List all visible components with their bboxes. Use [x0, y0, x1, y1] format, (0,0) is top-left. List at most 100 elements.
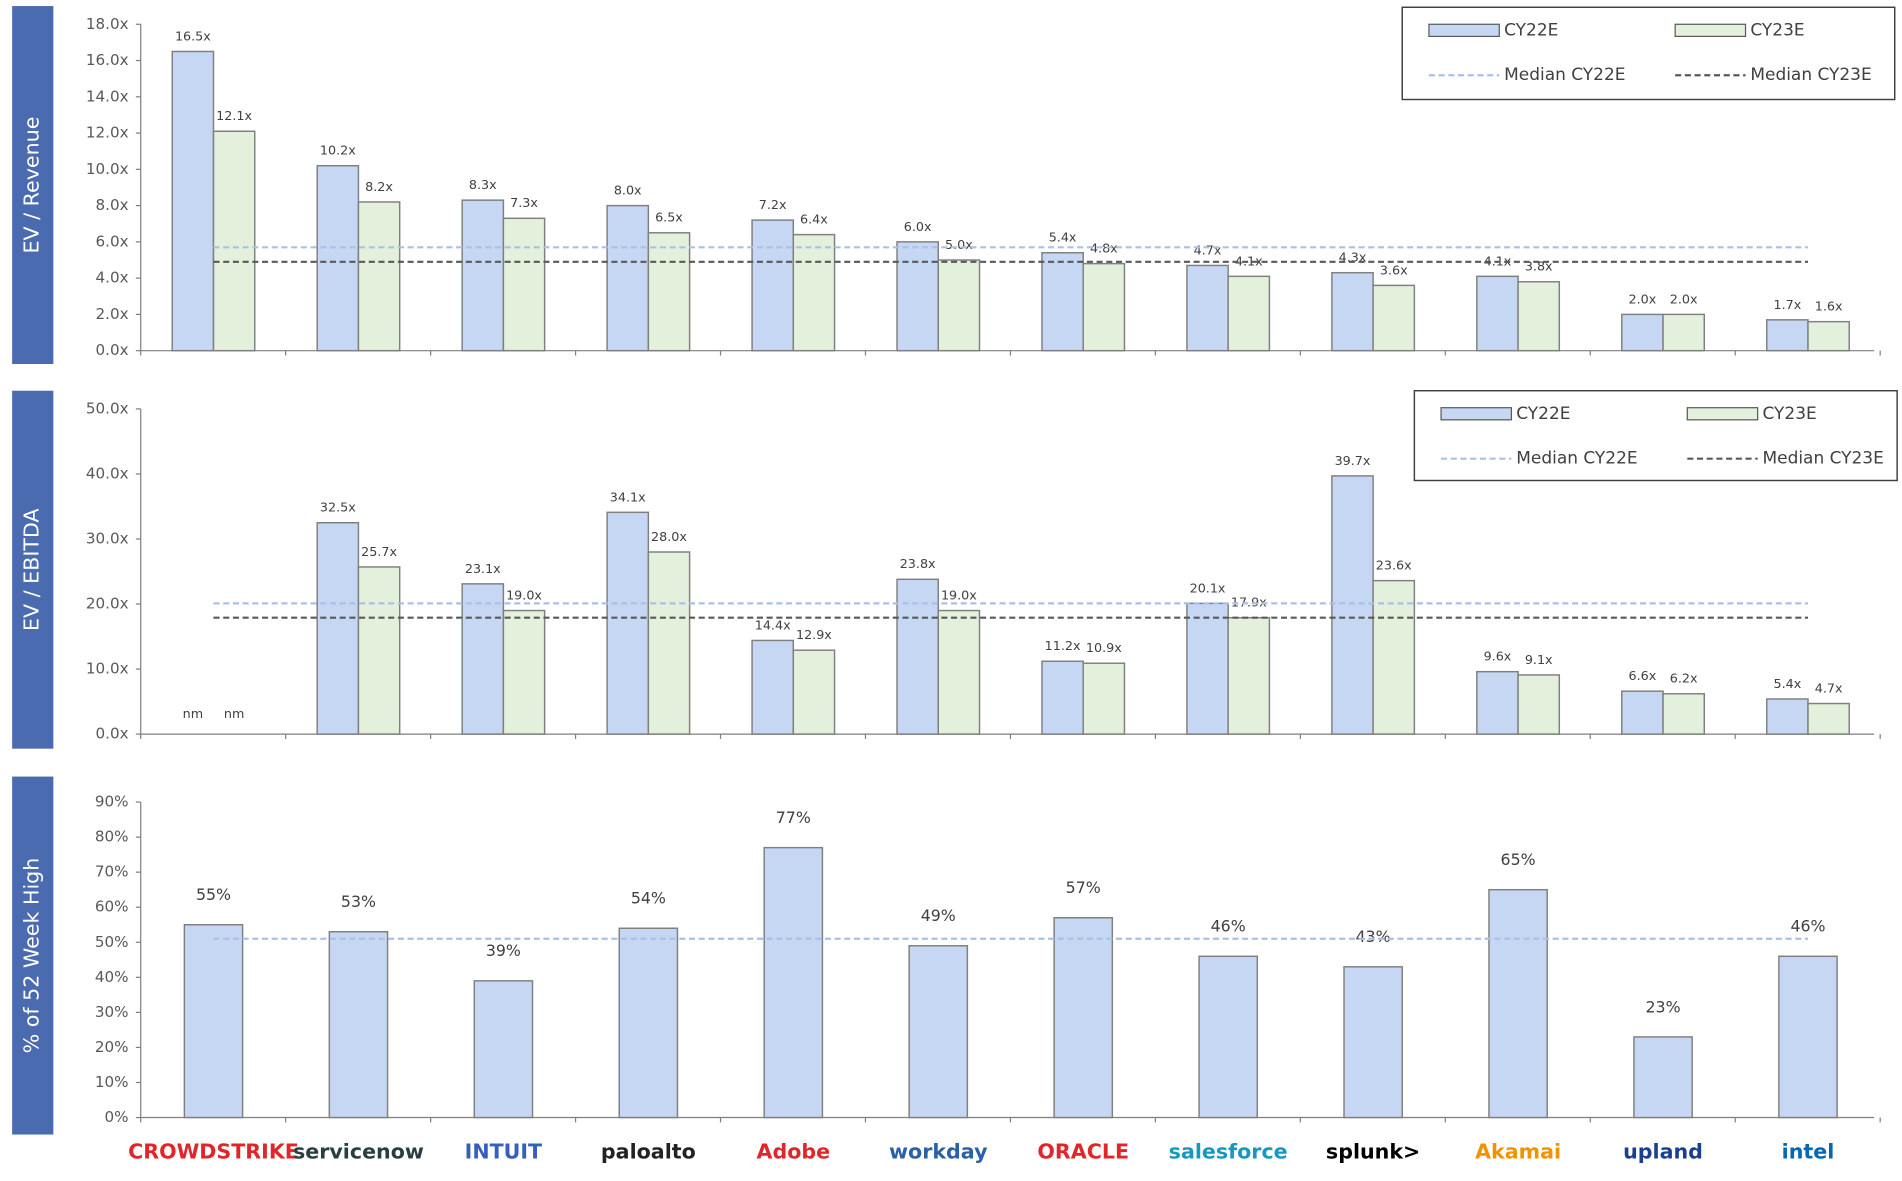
value-label: 57%: [1066, 878, 1101, 897]
legend-swatch: [1686, 407, 1759, 421]
bar: [1476, 670, 1519, 735]
y-tick-label: 10%: [95, 1073, 129, 1091]
value-label: 55%: [196, 885, 231, 904]
y-tick-label: 4.0x: [96, 269, 129, 287]
bar: [183, 924, 244, 1119]
value-label: 7.2x: [759, 198, 787, 213]
value-label: 11.2x: [1045, 639, 1081, 654]
bar: [1343, 966, 1403, 1119]
y-tick-label: 0%: [105, 1108, 129, 1126]
side-panel: [12, 390, 54, 749]
bar: [896, 578, 939, 735]
value-label: 39%: [486, 941, 521, 960]
company-logo: workday: [889, 1140, 988, 1164]
y-tick-label: 30.0x: [86, 529, 129, 547]
bar: [1662, 313, 1706, 352]
value-label: 6.5x: [655, 211, 683, 226]
value-label: 34.1x: [610, 490, 646, 505]
bar: [937, 259, 981, 352]
value-label: 4.8x: [1090, 242, 1118, 257]
y-tick-label: 40%: [95, 968, 129, 986]
legend-swatch: [1440, 407, 1513, 421]
bar: [328, 931, 389, 1119]
value-label: 7.3x: [510, 196, 538, 211]
bar: [763, 846, 824, 1119]
company-logo: Adobe: [757, 1140, 831, 1164]
bar: [606, 511, 650, 735]
value-label: 9.6x: [1484, 650, 1512, 665]
company-logo: salesforce: [1169, 1140, 1288, 1164]
value-label: 1.7x: [1773, 298, 1801, 313]
value-label: 12.9x: [796, 628, 832, 643]
legend-label: Median CY22E: [1504, 65, 1625, 85]
value-label: 6.4x: [800, 213, 828, 228]
legend-label: Median CY23E: [1763, 449, 1884, 469]
bar: [1227, 616, 1271, 735]
y-axis-label: EV / EBITDA: [20, 508, 44, 631]
legend-label: CY23E: [1750, 20, 1804, 40]
value-label: 6.0x: [904, 220, 932, 235]
bar: [357, 566, 401, 735]
value-label: 2.0x: [1629, 292, 1657, 307]
value-label: 8.0x: [614, 184, 642, 199]
bar: [792, 233, 836, 352]
value-label: 5.4x: [1049, 231, 1077, 246]
legend-swatch: [1428, 23, 1500, 38]
bar: [473, 980, 534, 1119]
bar: [212, 130, 256, 352]
value-label: 3.6x: [1380, 263, 1408, 278]
bar: [1186, 264, 1229, 352]
bar: [792, 649, 836, 735]
legend-label: CY22E: [1516, 404, 1570, 424]
legend: CY22E CY23E Median CY22E Median CY23E: [1413, 389, 1898, 482]
bar: [461, 583, 505, 735]
value-label: 23.8x: [900, 557, 936, 572]
value-label: 23.1x: [465, 562, 501, 577]
company-logo: ORACLE: [1037, 1140, 1129, 1164]
bar: [502, 609, 546, 735]
bar: [1331, 475, 1374, 735]
y-tick-label: 20.0x: [86, 595, 129, 613]
bar: [1766, 698, 1809, 735]
value-label: 19.0x: [941, 588, 977, 603]
value-label: 25.7x: [361, 545, 397, 560]
value-label: 16.5x: [175, 29, 211, 44]
y-tick-label: 90%: [95, 793, 129, 811]
value-label: 28.0x: [651, 530, 687, 545]
y-tick-label: 18.0x: [86, 15, 129, 33]
bar: [647, 551, 691, 735]
bar: [357, 201, 401, 352]
company-logo: intel: [1782, 1140, 1835, 1164]
y-tick-label: 70%: [95, 863, 129, 881]
bar: [1186, 602, 1229, 735]
value-label: 65%: [1501, 850, 1536, 869]
value-label: 17.9x: [1231, 596, 1267, 611]
company-logo: splunk>: [1326, 1140, 1420, 1164]
y-axis-label: % of 52 Week High: [20, 858, 44, 1054]
bar: [502, 217, 546, 352]
bar: [751, 639, 795, 735]
bar: [896, 241, 939, 352]
bar: [1517, 674, 1561, 735]
bar: [1807, 702, 1850, 735]
value-label: 4.7x: [1815, 681, 1843, 696]
company-logo: INTUIT: [465, 1140, 542, 1164]
value-label: 10.9x: [1086, 641, 1122, 656]
y-tick-label: 8.0x: [96, 196, 129, 214]
value-label: 2.0x: [1670, 292, 1698, 307]
legend-label: Median CY22E: [1516, 449, 1637, 469]
bar: [1662, 693, 1706, 735]
value-label: 8.3x: [469, 178, 497, 193]
bar: [1488, 888, 1548, 1119]
company-logo: CROWDSTRIKE: [128, 1140, 299, 1164]
bar: [1082, 262, 1126, 352]
legend-box: [1401, 6, 1896, 101]
legend-label: Median CY23E: [1750, 65, 1871, 85]
bar: [1372, 284, 1416, 352]
legend-label: CY22E: [1504, 20, 1558, 40]
y-tick-label: 14.0x: [86, 87, 129, 105]
value-label: 9.1x: [1525, 653, 1553, 668]
value-label: 6.6x: [1629, 669, 1657, 684]
bar: [1372, 579, 1416, 735]
bar: [171, 50, 215, 352]
